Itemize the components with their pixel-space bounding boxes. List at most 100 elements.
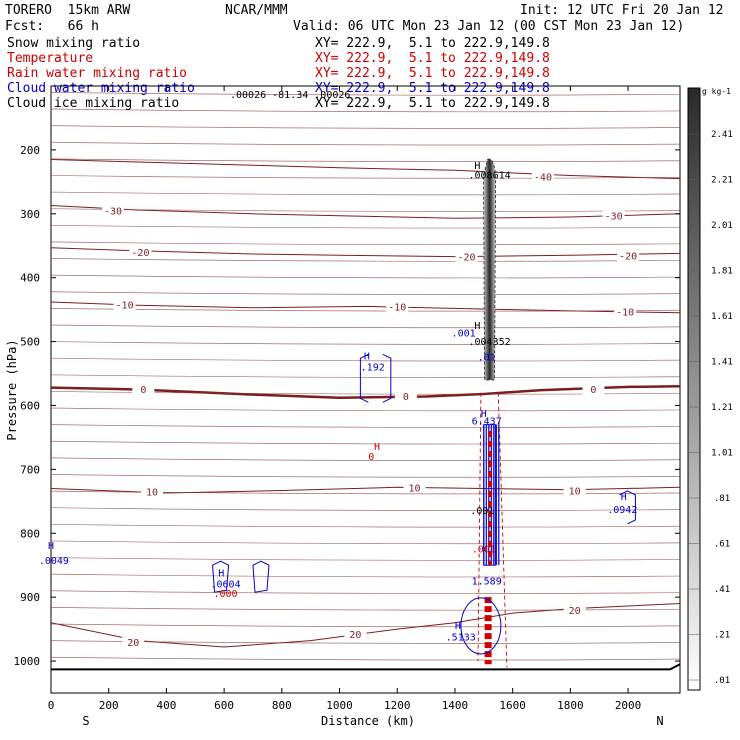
north-label: N — [656, 714, 663, 728]
contour-label-bg — [602, 209, 625, 222]
x-tick-label: 2000 — [615, 699, 642, 712]
cloud-water-contour — [460, 597, 502, 655]
contour-label-bg — [113, 298, 136, 311]
contour-label: -30 — [605, 212, 623, 223]
field-name: Rain water mixing ratio — [7, 66, 188, 81]
annotation-label: 1.589 — [472, 576, 502, 587]
colorbar-tick-label: 1.81 — [711, 267, 733, 277]
cloud-water-contour — [619, 490, 636, 525]
contour-label-bg — [617, 249, 640, 262]
x-tick-label: 400 — [156, 699, 176, 712]
contour-label-bg — [614, 305, 637, 318]
center-title: NCAR/MMM — [225, 3, 288, 18]
annotation-label: .0604 — [211, 580, 241, 591]
temperature-contour — [51, 440, 680, 445]
temperature-contour — [51, 607, 680, 611]
temperature-contour — [51, 224, 680, 229]
contour-label: 10 — [146, 488, 158, 499]
annotation-label: H — [621, 492, 627, 503]
field-xy-range: XY= 222.9, 5.1 to 222.9,149.8 — [315, 66, 550, 81]
plot-frame — [50, 85, 681, 694]
contour-label: -30 — [104, 207, 122, 218]
annotation-label: .01 — [478, 353, 496, 364]
temperature-contour — [51, 175, 680, 179]
annotation-label: .0049 — [39, 556, 69, 567]
temperature-contour — [51, 158, 680, 163]
annotation-label: 0 — [368, 452, 374, 463]
contour-label: -40 — [534, 173, 552, 184]
temperature-contour — [51, 108, 680, 113]
contour-label: -20 — [619, 251, 637, 262]
y-tick-label: 800 — [20, 527, 40, 540]
colorbar-tick-label: .41 — [714, 585, 730, 595]
contour-label-bg — [132, 382, 155, 395]
y-tick-label: 300 — [20, 208, 40, 221]
temperature-contour — [51, 191, 680, 196]
cloud-water-contour — [212, 560, 270, 593]
annotation-label: H — [374, 442, 380, 453]
x-tick-label: 1000 — [326, 699, 353, 712]
temperature-contour — [51, 374, 680, 378]
temperature-contour — [51, 274, 680, 279]
ground-line — [51, 663, 680, 671]
colorbar-tick-label: 1.01 — [711, 449, 733, 459]
temperature-contour — [51, 159, 680, 180]
annotation-label: H — [474, 321, 480, 332]
x-tick-label: 1400 — [442, 699, 469, 712]
contour-label-bg — [140, 485, 163, 498]
annotation-label: .001 — [470, 506, 494, 517]
contour-label: 0 — [140, 385, 146, 396]
colorbar-tick-label: .21 — [714, 631, 730, 641]
contour-label: 20 — [127, 638, 139, 649]
y-tick-label: 400 — [20, 272, 40, 285]
temperature-contour — [51, 341, 680, 345]
annotation-label: H — [474, 161, 480, 172]
forecast-hour: Fcst: 66 h — [5, 19, 99, 34]
field-name: Snow mixing ratio — [7, 36, 141, 51]
temperature-contour — [51, 141, 680, 146]
field-xy-range: XY= 222.9, 5.1 to 222.9,149.8 — [315, 96, 550, 111]
temperature-contour — [51, 241, 680, 246]
contour-label: -10 — [616, 308, 634, 319]
contour-label-bg — [129, 246, 152, 259]
rain-water-contour — [477, 392, 508, 668]
contour-label: 20 — [349, 630, 361, 641]
field-xy-range: XY= 222.9, 5.1 to 222.9,149.8 — [315, 81, 550, 96]
annotation-label: H — [48, 541, 54, 552]
contour-label: -10 — [388, 302, 406, 313]
temperature-contour — [51, 457, 680, 462]
temperature-contour — [51, 490, 680, 495]
contour-label: 10 — [569, 486, 581, 497]
field-name: Cloud water mixing ratio — [7, 81, 195, 96]
y-tick-label: 1000 — [14, 655, 41, 668]
annotation-label: .001 — [452, 328, 476, 339]
contour-label-bg — [563, 484, 586, 497]
x-tick-label: 1800 — [557, 699, 584, 712]
x-axis-label: Distance (km) — [321, 714, 415, 728]
annotation-label: H — [364, 351, 370, 362]
cloud-water-contour — [359, 353, 392, 403]
model-title: TORERO 15km ARW — [5, 3, 131, 18]
temperature-contour — [51, 557, 680, 561]
colorbar-tick-label: .81 — [714, 494, 730, 504]
colorbar-tick-label: 2.21 — [711, 176, 733, 186]
y-tick-label: 700 — [20, 463, 40, 476]
x-tick-label: 800 — [272, 699, 292, 712]
temperature-contour — [51, 474, 680, 478]
temperature-contour — [51, 573, 680, 578]
contour-label-bg — [403, 481, 426, 494]
contour-label-bg — [386, 300, 409, 313]
x-tick-label: 1200 — [384, 699, 411, 712]
x-tick-label: 1600 — [499, 699, 526, 712]
x-tick-label: 0 — [48, 699, 55, 712]
annotation-label: .000 — [214, 589, 238, 600]
contour-label: 20 — [569, 606, 581, 617]
temperature-contour — [51, 324, 680, 329]
contour-label-bg — [102, 204, 125, 217]
y-tick-label: 900 — [20, 591, 40, 604]
field-xy-range: XY= 222.9, 5.1 to 222.9,149.8 — [315, 36, 550, 51]
valid-time: Valid: 06 UTC Mon 23 Jan 12 (00 CST Mon … — [293, 19, 685, 34]
temperature-contour — [51, 308, 680, 312]
temperature-contour — [51, 424, 680, 428]
annotation-label: .0942 — [607, 505, 637, 516]
